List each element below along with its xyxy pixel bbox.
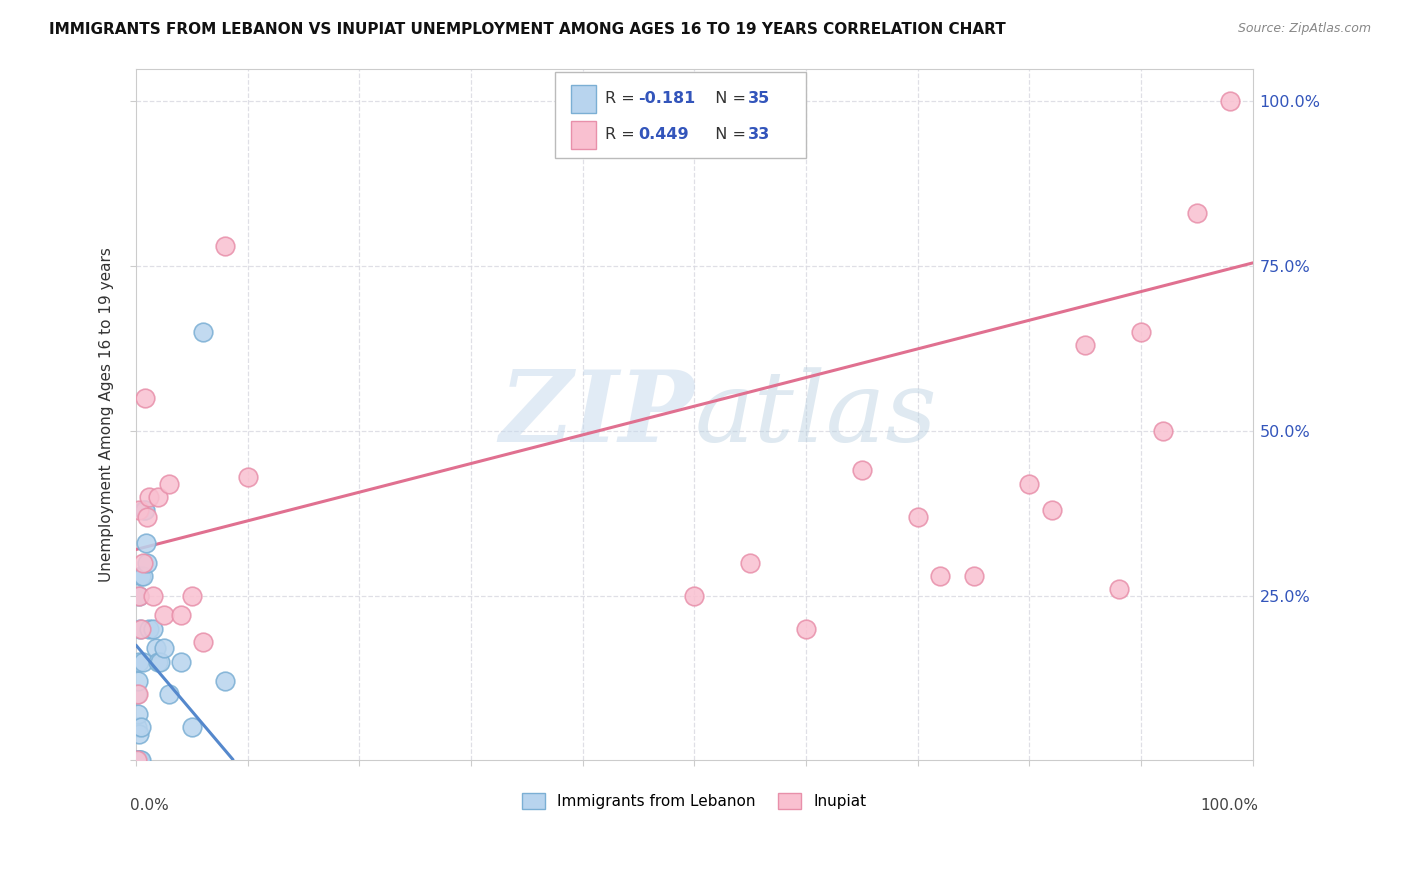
- Point: [138, 622, 160, 636]
- Point: [131, 622, 153, 636]
- Point: [128, 727, 150, 741]
- Point: [125, 753, 148, 767]
- Point: [128, 655, 150, 669]
- Point: [127, 674, 149, 689]
- Point: [214, 674, 236, 689]
- Legend: Immigrants from Lebanon, Inupiat: Immigrants from Lebanon, Inupiat: [516, 787, 873, 815]
- Point: [129, 622, 152, 636]
- Point: [131, 655, 153, 669]
- Point: [135, 536, 157, 550]
- Text: 33: 33: [748, 128, 770, 143]
- Point: [131, 556, 153, 570]
- Point: [127, 707, 149, 722]
- Bar: [571, 85, 596, 112]
- Text: ZIP: ZIP: [499, 367, 695, 463]
- Point: [1185, 206, 1208, 220]
- Point: [125, 721, 148, 735]
- Text: 100.0%: 100.0%: [1201, 798, 1258, 814]
- Point: [125, 688, 148, 702]
- Point: [962, 569, 984, 583]
- Point: [134, 503, 156, 517]
- Point: [128, 753, 150, 767]
- Point: [929, 569, 952, 583]
- Point: [1130, 325, 1153, 339]
- Point: [131, 721, 153, 735]
- Point: [125, 753, 148, 767]
- Point: [136, 556, 159, 570]
- Point: [127, 753, 149, 767]
- Point: [129, 753, 152, 767]
- Point: [153, 608, 176, 623]
- Point: [191, 634, 214, 648]
- Point: [1219, 95, 1241, 109]
- Point: [1018, 476, 1040, 491]
- Point: [191, 325, 214, 339]
- Text: -0.181: -0.181: [638, 92, 696, 106]
- Point: [136, 509, 159, 524]
- Point: [214, 239, 236, 253]
- Point: [148, 655, 170, 669]
- Text: 0.449: 0.449: [638, 128, 689, 143]
- Point: [145, 641, 167, 656]
- Text: R =: R =: [605, 92, 640, 106]
- Point: [236, 470, 259, 484]
- Point: [131, 569, 153, 583]
- Text: N =: N =: [706, 92, 752, 106]
- Point: [180, 721, 202, 735]
- Point: [157, 476, 180, 491]
- Point: [128, 503, 150, 517]
- Point: [127, 753, 149, 767]
- Text: 0.0%: 0.0%: [131, 798, 169, 814]
- Point: [142, 589, 165, 603]
- Point: [127, 688, 149, 702]
- Point: [131, 753, 153, 767]
- Point: [149, 655, 172, 669]
- Text: Source: ZipAtlas.com: Source: ZipAtlas.com: [1237, 22, 1371, 36]
- Text: 35: 35: [748, 92, 770, 106]
- Point: [128, 589, 150, 603]
- Point: [1040, 503, 1063, 517]
- Point: [134, 391, 156, 405]
- Point: [740, 556, 762, 570]
- Text: R =: R =: [605, 128, 640, 143]
- Point: [128, 589, 150, 603]
- Text: atlas: atlas: [695, 367, 936, 462]
- Point: [794, 622, 817, 636]
- Bar: [571, 121, 596, 149]
- Point: [1152, 424, 1174, 438]
- Point: [125, 753, 148, 767]
- Point: [131, 569, 153, 583]
- Point: [1108, 582, 1130, 596]
- Point: [1074, 338, 1097, 352]
- Point: [148, 490, 170, 504]
- Point: [142, 622, 165, 636]
- Point: [180, 589, 202, 603]
- Point: [132, 503, 155, 517]
- FancyBboxPatch shape: [555, 72, 806, 159]
- Point: [851, 463, 873, 477]
- Point: [157, 688, 180, 702]
- Y-axis label: Unemployment Among Ages 16 to 19 years: Unemployment Among Ages 16 to 19 years: [100, 247, 114, 582]
- Point: [683, 589, 706, 603]
- Point: [153, 641, 176, 656]
- Point: [169, 655, 191, 669]
- Point: [138, 490, 160, 504]
- Point: [169, 608, 191, 623]
- Text: N =: N =: [706, 128, 752, 143]
- Point: [907, 509, 929, 524]
- Text: IMMIGRANTS FROM LEBANON VS INUPIAT UNEMPLOYMENT AMONG AGES 16 TO 19 YEARS CORREL: IMMIGRANTS FROM LEBANON VS INUPIAT UNEMP…: [49, 22, 1005, 37]
- Point: [125, 753, 148, 767]
